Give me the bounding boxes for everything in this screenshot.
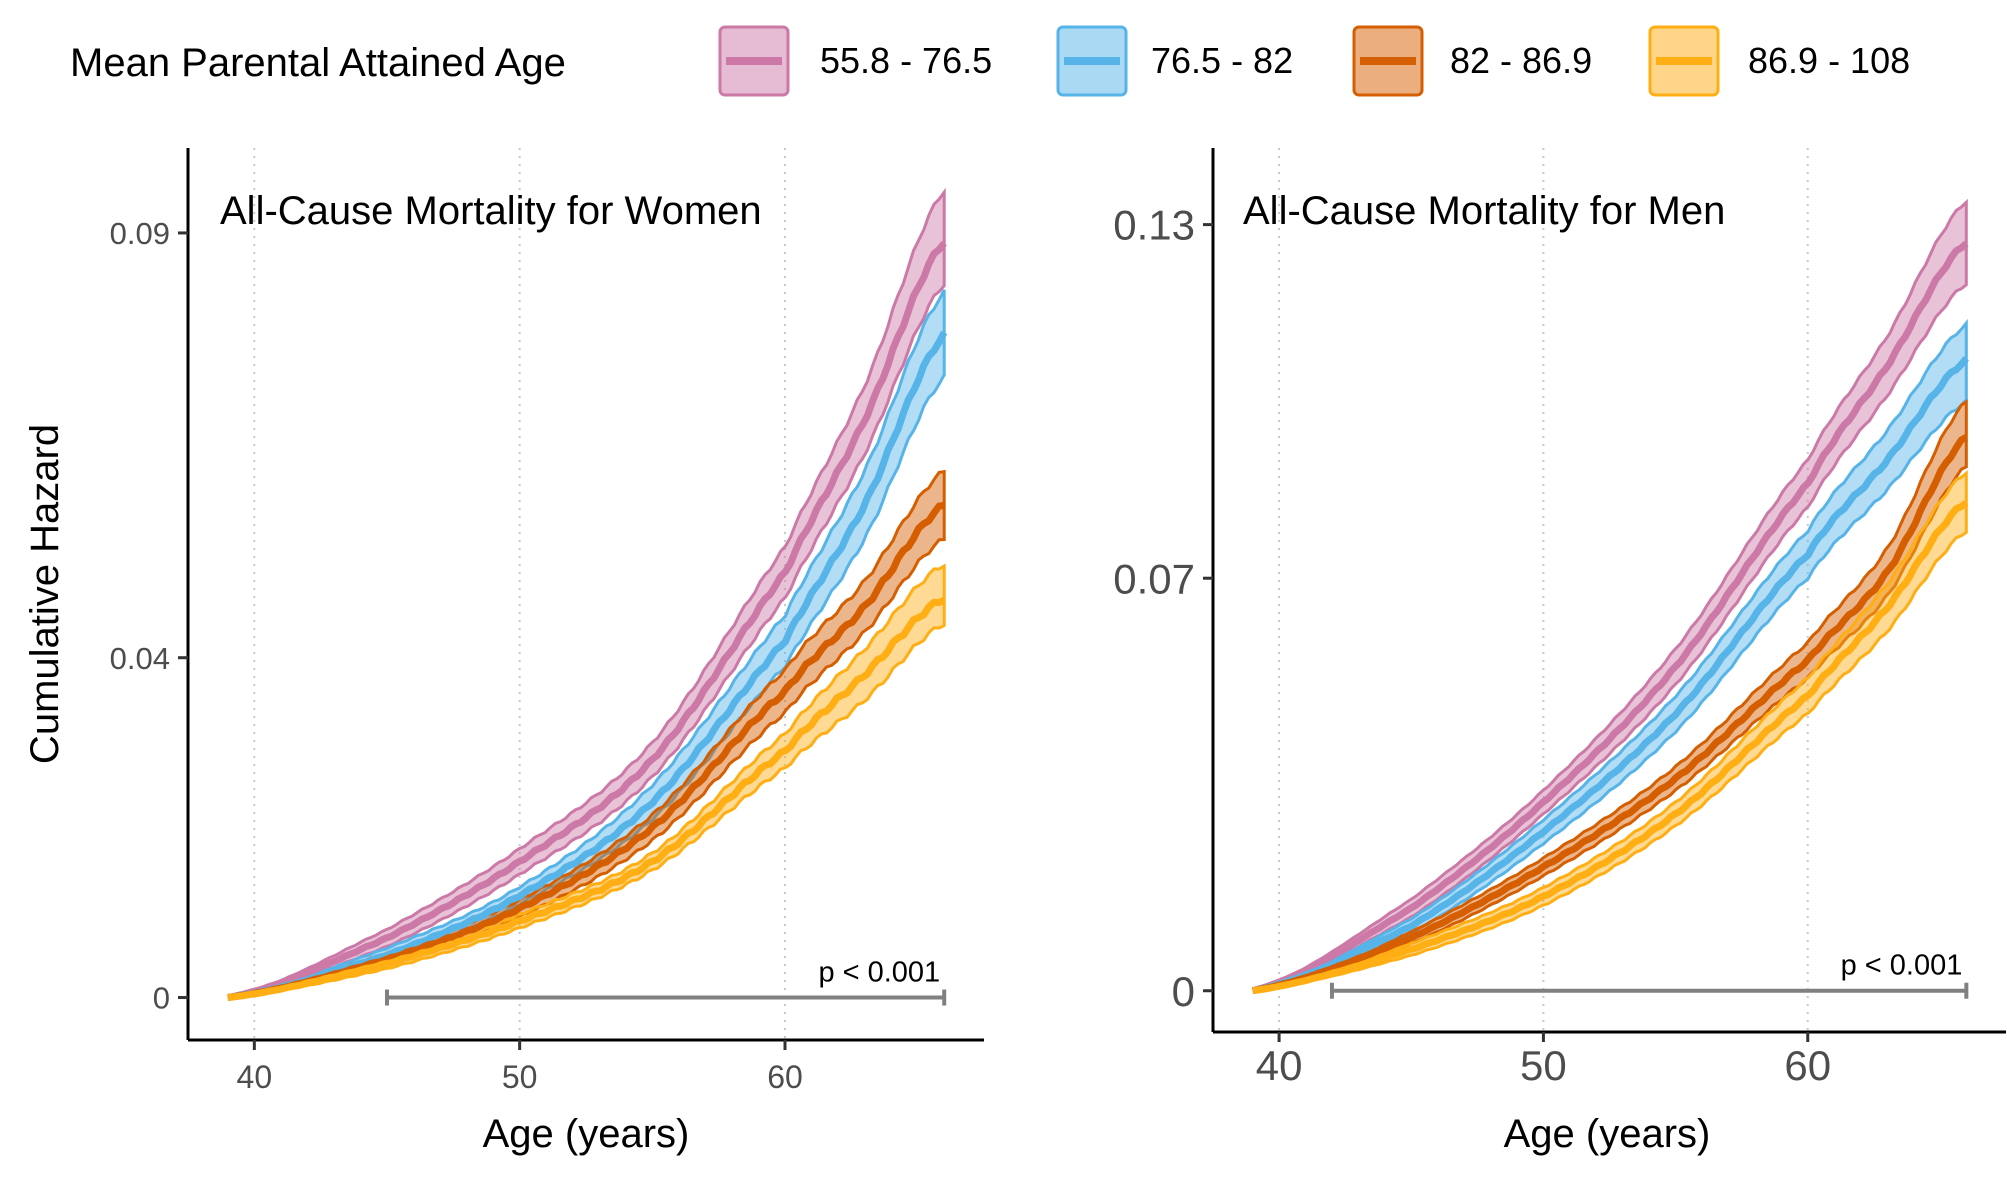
- series-line-82-86-9: [1252, 434, 1968, 995]
- p-value-bracket: p < 0.001: [1329, 950, 1969, 999]
- ci-band-82-86-9: [1252, 399, 1968, 993]
- p-value-label: p < 0.001: [818, 957, 940, 989]
- ci-band-55-8-76-5: [227, 187, 946, 999]
- men-panel: 40 50 60 0 0.07 0.13 All-Cause Mortality for…: [1113, 148, 2006, 1156]
- x-tick-label: 40: [1256, 1042, 1303, 1089]
- legend-entry-76-5-82: 76.5 - 82: [1056, 25, 1293, 97]
- y-tick-label: 0: [153, 981, 170, 1016]
- y-tick-0-04: 0.04: [110, 641, 188, 676]
- x-tick-label: 50: [502, 1059, 538, 1095]
- y-tick-label: 0.13: [1113, 202, 1195, 249]
- x-tick-label: 60: [767, 1059, 803, 1095]
- y-tick-0-07: 0.07: [1113, 555, 1213, 602]
- women-panel-title: All-Cause Mortality for Women: [220, 189, 762, 233]
- legend-label: 55.8 - 76.5: [820, 40, 992, 81]
- x-tick-label: 60: [1784, 1042, 1831, 1089]
- legend-label: 76.5 - 82: [1151, 40, 1293, 81]
- x-tick-40: 40: [1256, 1032, 1303, 1089]
- y-tick-0-13: 0.13: [1113, 202, 1213, 249]
- women-x-axis-title: Age (years): [483, 1112, 690, 1156]
- x-tick-60: 60: [767, 1040, 803, 1095]
- men-panel-title: All-Cause Mortality for Men: [1243, 189, 1725, 233]
- legend-title: Mean Parental Attained Age: [70, 41, 566, 85]
- x-tick-50: 50: [502, 1040, 538, 1095]
- x-tick-label: 50: [1520, 1042, 1567, 1089]
- legend-label: 82 - 86.9: [1450, 40, 1592, 81]
- women-panel: 40 50 60 0 0.04 0.09 All-Cause Mortality for…: [23, 148, 984, 1156]
- series-line-86-9-108: [1252, 500, 1969, 995]
- legend: Mean Parental Attained Age 55.8 - 76.5 76…: [70, 25, 1910, 97]
- x-tick-label: 40: [237, 1059, 273, 1095]
- legend-entry-86-9-108: 86.9 - 108: [1648, 25, 1910, 97]
- p-value-label: p < 0.001: [1841, 950, 1963, 982]
- y-tick-0: 0: [153, 981, 188, 1016]
- y-tick-0: 0: [1172, 968, 1213, 1015]
- y-tick-label: 0.09: [110, 216, 170, 251]
- series-line-55-8-76-5: [1251, 240, 1969, 995]
- p-value-bracket: p < 0.001: [385, 957, 947, 1006]
- y-tick-0-09: 0.09: [110, 216, 188, 251]
- legend-entry-82-86-9: 82 - 86.9: [1352, 25, 1592, 97]
- series-line-55-8-76-5: [227, 240, 947, 1001]
- series-line-76-5-82: [1252, 356, 1969, 995]
- legend-entry-55-8-76-5: 55.8 - 76.5: [718, 25, 992, 97]
- series-line-86-9-108: [227, 596, 946, 1001]
- y-axis-title: Cumulative Hazard: [23, 424, 67, 764]
- y-tick-label: 0.07: [1113, 555, 1195, 602]
- y-tick-label: 0.04: [110, 641, 170, 676]
- x-tick-40: 40: [237, 1040, 273, 1095]
- y-tick-label: 0: [1172, 968, 1195, 1015]
- legend-label: 86.9 - 108: [1748, 40, 1910, 81]
- men-x-axis-title: Age (years): [1504, 1112, 1711, 1156]
- x-tick-50: 50: [1520, 1032, 1567, 1089]
- x-tick-60: 60: [1784, 1032, 1831, 1089]
